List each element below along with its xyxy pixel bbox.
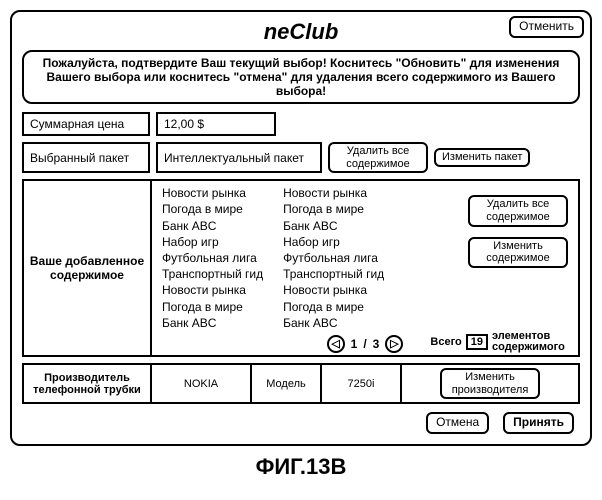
brand-title: neClub — [264, 19, 339, 45]
content-block: Ваше добавленное содержимое Новости рынк… — [22, 179, 580, 357]
content-change-button[interactable]: Изменить содержимое — [468, 237, 568, 268]
pager-total: Всего 19 элементов содержимого — [430, 331, 572, 353]
price-value: 12,00 $ — [156, 112, 276, 136]
next-page-icon[interactable]: ▷ — [385, 335, 403, 353]
figure-caption: ФИГ.13В — [10, 454, 592, 480]
phone-label: Производитель телефонной трубки — [24, 365, 152, 402]
content-col-1: Новости рынка Погода в мире Банк ABC Наб… — [162, 185, 263, 331]
list-item: Транспортный гид — [162, 266, 263, 282]
price-row: Суммарная цена 12,00 $ — [22, 112, 580, 136]
package-row: Выбранный пакет Интеллектуальный пакет У… — [22, 142, 580, 173]
list-item: Футбольная лига — [162, 250, 263, 266]
list-item: Набор игр — [162, 234, 263, 250]
list-item: Транспортный гид — [283, 266, 384, 282]
footer: Отмена Принять — [22, 412, 580, 434]
content-lists: Новости рынка Погода в мире Банк ABC Наб… — [152, 181, 578, 333]
header: neClub Отменить — [22, 18, 580, 46]
package-value: Интеллектуальный пакет — [156, 142, 322, 173]
package-remove-button[interactable]: Удалить все содержимое — [328, 142, 428, 173]
content-actions: Удалить все содержимое Изменить содержим… — [468, 185, 574, 331]
footer-accept-button[interactable]: Принять — [503, 412, 574, 434]
phone-model-value: 7250i — [322, 365, 402, 402]
phone-row: Производитель телефонной трубки NOKIA Мо… — [22, 363, 580, 404]
list-item: Новости рынка — [162, 282, 263, 298]
list-item: Новости рынка — [283, 282, 384, 298]
phone-change-button[interactable]: Изменить производителя — [440, 368, 540, 399]
package-label: Выбранный пакет — [22, 142, 150, 173]
total-label: Всего — [430, 336, 461, 348]
instruction-text: Пожалуйста, подтвердите Ваш текущий выбо… — [22, 50, 580, 104]
list-item: Новости рынка — [162, 185, 263, 201]
content-col-2: Новости рынка Погода в мире Банк ABC Наб… — [283, 185, 384, 331]
package-change-button[interactable]: Изменить пакет — [434, 148, 530, 167]
page-sep: / — [363, 337, 366, 351]
list-item: Погода в мире — [162, 201, 263, 217]
page-current: 1 — [351, 337, 358, 351]
content-remove-button[interactable]: Удалить все содержимое — [468, 195, 568, 226]
prev-page-icon[interactable]: ◁ — [327, 335, 345, 353]
phone-manufacturer: NOKIA — [152, 365, 252, 402]
app-window: neClub Отменить Пожалуйста, подтвердите … — [10, 10, 592, 446]
list-item: Погода в мире — [283, 299, 384, 315]
list-item: Новости рынка — [283, 185, 384, 201]
list-item: Погода в мире — [283, 201, 384, 217]
price-label: Суммарная цена — [22, 112, 150, 136]
content-label: Ваше добавленное содержимое — [24, 181, 152, 355]
page-total: 3 — [373, 337, 380, 351]
list-item: Погода в мире — [162, 299, 263, 315]
list-item: Набор игр — [283, 234, 384, 250]
list-item: Футбольная лига — [283, 250, 384, 266]
phone-model-label: Модель — [252, 365, 322, 402]
list-item: Банк ABC — [162, 218, 263, 234]
cancel-top-button[interactable]: Отменить — [509, 16, 584, 38]
list-item: Банк ABC — [283, 315, 384, 331]
total-count: 19 — [466, 334, 488, 350]
list-item: Банк ABC — [162, 315, 263, 331]
footer-cancel-button[interactable]: Отмена — [426, 412, 489, 434]
list-item: Банк ABC — [283, 218, 384, 234]
total-unit: элементов содержимого — [492, 331, 572, 353]
